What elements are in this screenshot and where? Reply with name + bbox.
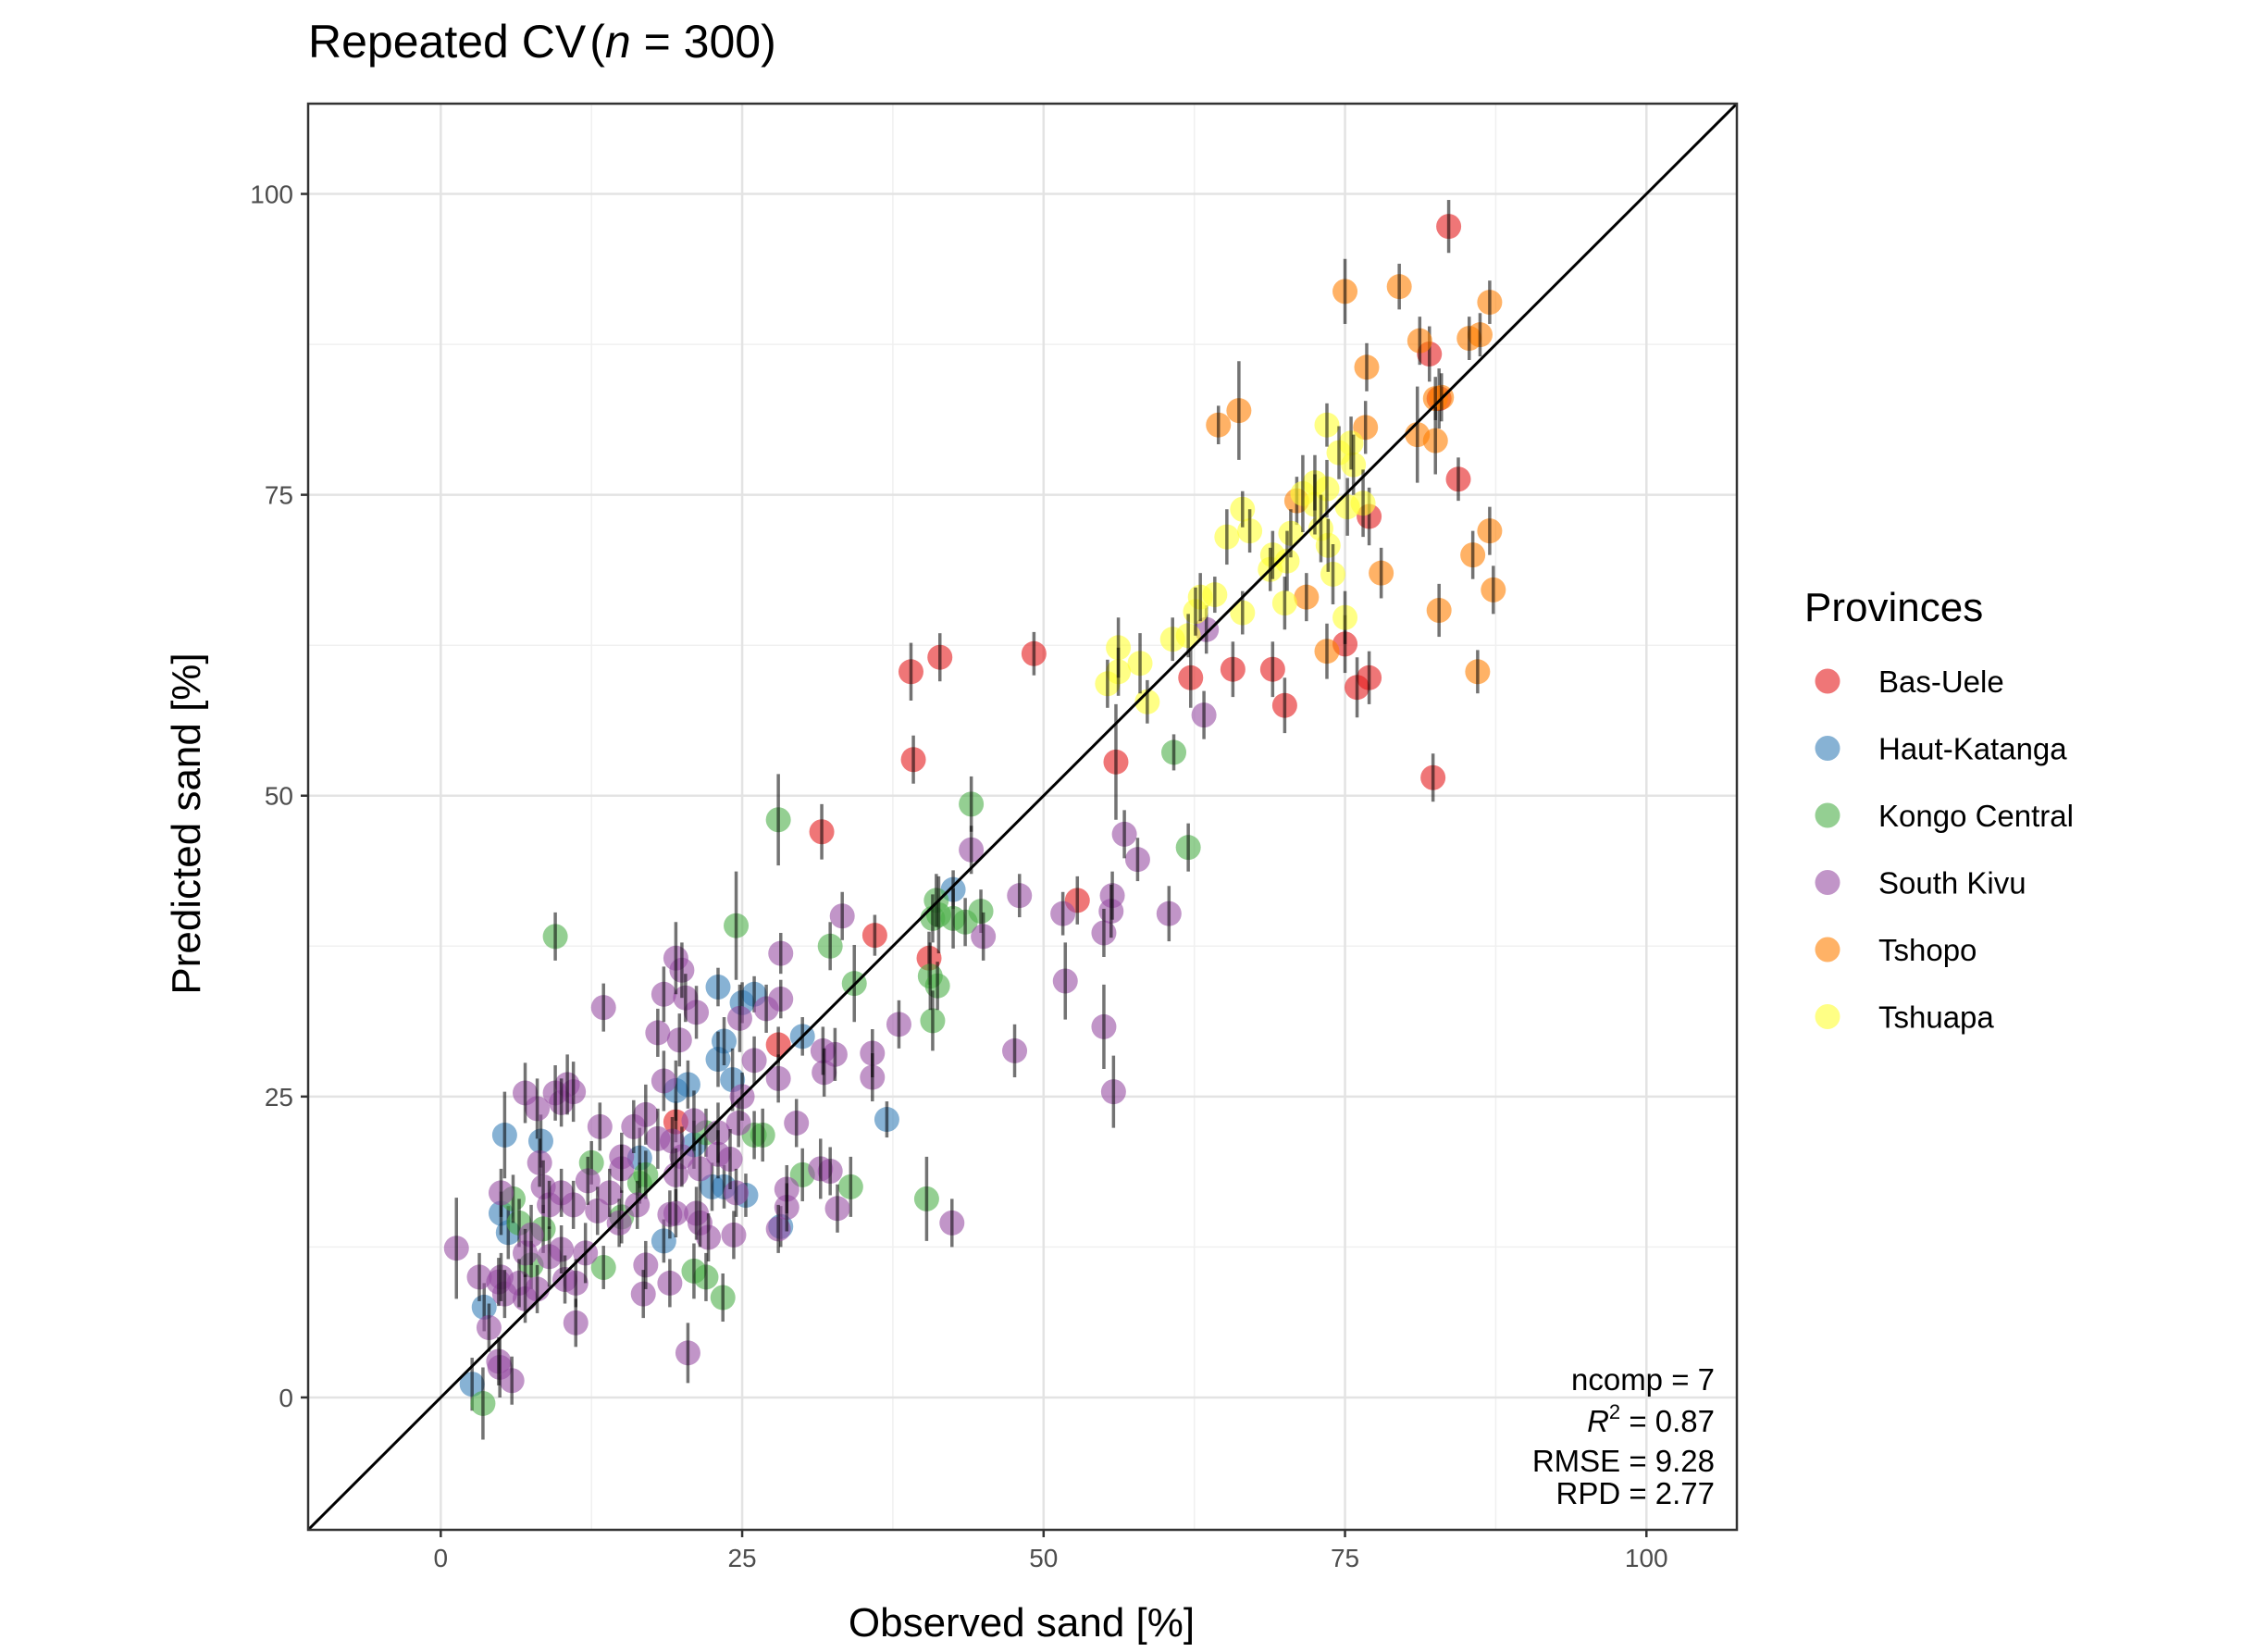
legend-key: [1815, 736, 1840, 761]
legend-label: Tshopo: [1878, 933, 1977, 967]
legend-item: Tshopo: [1815, 933, 1977, 967]
data-points: [306, 102, 1739, 1532]
series-tshuapa: [1095, 403, 1376, 724]
stats-annotation: ncomp = 7 R2 = 0.87 RMSE = 9.28 RPD = 2.…: [1532, 1362, 1715, 1510]
y-tick-label: 100: [250, 180, 293, 209]
legend-item: South Kivu: [1815, 866, 2026, 901]
legend-label: Tshuapa: [1878, 1000, 1994, 1035]
panel-border: [306, 102, 1739, 1532]
legend: Provinces Bas-Uele Haut-Katanga Kongo Cent…: [1804, 585, 2074, 1035]
y-axis-title: Predicted sand [%]: [164, 652, 209, 994]
legend-key: [1815, 937, 1840, 963]
legend-label: Haut-Katanga: [1878, 732, 2067, 766]
legend-key: [1815, 802, 1840, 828]
y-tick-label: 50: [265, 782, 293, 811]
stat-rpd: RPD = 2.77: [1555, 1476, 1715, 1510]
legend-item: Tshuapa: [1815, 1000, 1994, 1035]
y-tick-label: 75: [265, 481, 293, 510]
y-tick-label: 25: [265, 1083, 293, 1112]
legend-item: Haut-Katanga: [1815, 732, 2067, 766]
stat-r2: R2 = 0.87: [1587, 1400, 1715, 1438]
legend-items: Bas-Uele Haut-Katanga Kongo Central South K…: [1815, 665, 2074, 1035]
x-tick-label: 50: [1029, 1544, 1058, 1572]
legend-item: Bas-Uele: [1815, 665, 2004, 699]
one-to-one-line: [306, 102, 1739, 1532]
legend-key: [1815, 870, 1840, 895]
legend-label: Bas-Uele: [1878, 665, 2004, 699]
x-axis-title: Observed sand [%]: [849, 1600, 1195, 1646]
legend-key: [1815, 668, 1840, 694]
chart-title: Repeated CV(n = 300): [308, 16, 776, 68]
stat-rmse: RMSE = 9.28: [1532, 1444, 1715, 1478]
series-south-kivu: [443, 605, 1220, 1405]
axis-ticks: 0 25 50 75 100 0 25 50 75 100: [250, 180, 1667, 1572]
x-tick-label: 100: [1625, 1544, 1668, 1572]
y-tick-label: 0: [279, 1384, 293, 1412]
legend-label: Kongo Central: [1878, 799, 2074, 833]
legend-title: Provinces: [1804, 585, 1983, 630]
legend-label: South Kivu: [1878, 866, 2026, 901]
x-tick-label: 0: [434, 1544, 449, 1572]
legend-key: [1815, 1004, 1840, 1029]
x-tick-label: 75: [1331, 1544, 1359, 1572]
stat-ncomp: ncomp = 7: [1571, 1362, 1715, 1397]
legend-item: Kongo Central: [1815, 799, 2074, 833]
x-tick-label: 25: [727, 1544, 756, 1572]
